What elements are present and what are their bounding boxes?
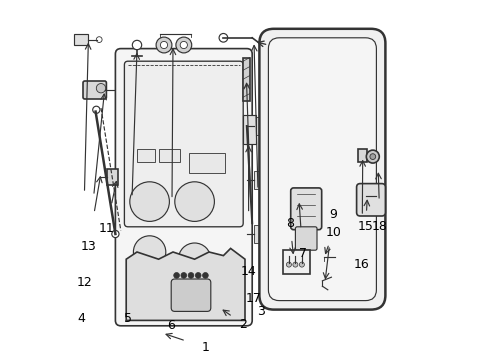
Bar bbox=[107, 169, 118, 185]
Text: 3: 3 bbox=[257, 305, 265, 318]
FancyBboxPatch shape bbox=[269, 38, 376, 301]
Circle shape bbox=[175, 182, 215, 221]
FancyBboxPatch shape bbox=[291, 188, 321, 230]
Text: 2: 2 bbox=[239, 318, 247, 330]
Circle shape bbox=[97, 84, 106, 93]
FancyBboxPatch shape bbox=[357, 184, 386, 216]
Text: 8: 8 bbox=[286, 217, 294, 230]
Bar bbox=[254, 225, 259, 243]
Bar bbox=[74, 34, 88, 45]
Circle shape bbox=[130, 182, 170, 221]
Circle shape bbox=[133, 236, 166, 268]
Circle shape bbox=[132, 40, 142, 50]
Bar bbox=[254, 171, 259, 189]
Circle shape bbox=[293, 262, 298, 267]
Text: 7: 7 bbox=[298, 247, 307, 260]
Polygon shape bbox=[126, 248, 245, 320]
Bar bbox=[159, 149, 180, 162]
Text: 13: 13 bbox=[80, 240, 96, 253]
FancyBboxPatch shape bbox=[83, 81, 106, 99]
Circle shape bbox=[180, 41, 187, 49]
Circle shape bbox=[299, 262, 304, 267]
FancyBboxPatch shape bbox=[259, 29, 386, 310]
FancyBboxPatch shape bbox=[295, 227, 317, 250]
Circle shape bbox=[178, 243, 211, 275]
Text: 6: 6 bbox=[167, 319, 175, 332]
Bar bbox=[254, 117, 259, 135]
Text: 10: 10 bbox=[325, 226, 341, 239]
Text: 1: 1 bbox=[201, 341, 209, 354]
Circle shape bbox=[188, 273, 194, 278]
Circle shape bbox=[181, 273, 187, 278]
Text: 18: 18 bbox=[372, 220, 388, 233]
Bar bbox=[137, 266, 151, 288]
Text: 11: 11 bbox=[98, 222, 114, 235]
Circle shape bbox=[93, 106, 100, 113]
Circle shape bbox=[219, 33, 228, 42]
Bar bbox=[283, 250, 310, 274]
Text: 16: 16 bbox=[354, 258, 370, 271]
Circle shape bbox=[112, 230, 119, 238]
Bar bbox=[243, 115, 256, 144]
Text: 17: 17 bbox=[246, 292, 262, 305]
Circle shape bbox=[286, 262, 292, 267]
Circle shape bbox=[174, 273, 179, 278]
Circle shape bbox=[160, 41, 168, 49]
Circle shape bbox=[97, 37, 102, 42]
Bar bbox=[189, 153, 225, 173]
Text: 9: 9 bbox=[329, 208, 337, 221]
FancyBboxPatch shape bbox=[171, 279, 211, 311]
Bar bbox=[358, 149, 368, 162]
Circle shape bbox=[176, 37, 192, 53]
Bar bbox=[157, 263, 168, 277]
Text: 5: 5 bbox=[124, 312, 132, 325]
Bar bbox=[180, 270, 193, 284]
Circle shape bbox=[196, 273, 201, 278]
Text: 14: 14 bbox=[241, 265, 256, 278]
FancyBboxPatch shape bbox=[124, 61, 243, 227]
Circle shape bbox=[370, 154, 376, 159]
Bar bbox=[243, 58, 250, 101]
Text: 4: 4 bbox=[77, 312, 85, 325]
Text: 15: 15 bbox=[358, 220, 373, 233]
Circle shape bbox=[367, 150, 379, 163]
Circle shape bbox=[202, 273, 208, 278]
FancyBboxPatch shape bbox=[116, 49, 252, 326]
Circle shape bbox=[156, 37, 172, 53]
Bar bbox=[137, 149, 155, 162]
Text: 12: 12 bbox=[77, 276, 93, 289]
